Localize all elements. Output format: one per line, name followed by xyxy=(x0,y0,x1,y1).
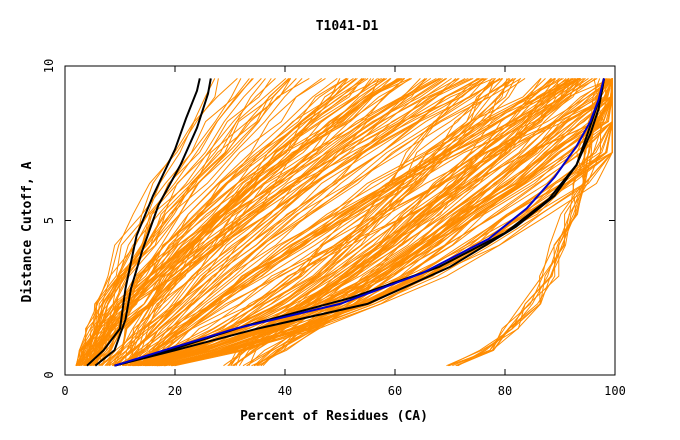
highlight-curve xyxy=(94,78,212,367)
model-curve xyxy=(228,78,570,367)
model-curve xyxy=(129,77,522,367)
model-curve xyxy=(253,78,613,367)
model-curve xyxy=(132,78,478,367)
model-curve xyxy=(116,78,457,367)
model-curve xyxy=(100,77,354,367)
model-curve xyxy=(123,78,426,367)
y-axis-label: Distance Cutoff, A xyxy=(20,161,35,302)
model-curve xyxy=(152,78,613,367)
model-curve xyxy=(256,78,613,367)
model-curve xyxy=(112,78,460,367)
model-curve xyxy=(104,78,380,367)
x-axis-label: Percent of Residues (CA) xyxy=(240,409,428,424)
plot-area xyxy=(75,77,613,367)
model-curve xyxy=(113,77,401,366)
model-curve xyxy=(260,78,613,367)
model-curve xyxy=(253,78,613,367)
y-tick-label: 0 xyxy=(42,371,56,378)
model-curve xyxy=(98,78,365,367)
model-curve xyxy=(232,78,608,367)
model-curve xyxy=(227,78,586,367)
chart-title: T1041-D1 xyxy=(316,19,379,34)
model-curve xyxy=(81,78,297,366)
model-curve xyxy=(76,77,347,367)
model-curve xyxy=(124,77,442,366)
model-curve xyxy=(77,78,292,366)
model-curve xyxy=(115,77,398,367)
model-curve xyxy=(455,78,611,367)
model-curve xyxy=(457,78,608,367)
model-curve xyxy=(112,77,440,367)
model-curve xyxy=(83,77,401,367)
highlight-curve xyxy=(114,78,605,367)
model-curve xyxy=(248,78,613,366)
model-curve xyxy=(105,78,405,367)
highlighted-curves xyxy=(86,78,605,367)
model-curve xyxy=(122,77,503,367)
model-curve xyxy=(85,78,276,366)
x-tick-label: 40 xyxy=(278,384,292,398)
model-curve xyxy=(134,77,526,367)
model-curve xyxy=(92,77,494,366)
axis-ticks: 0 20 40 60 80 100 0 5 10 xyxy=(42,59,626,398)
model-curve xyxy=(101,78,372,367)
model-curve xyxy=(233,77,593,367)
model-curve xyxy=(129,77,479,366)
model-curve xyxy=(131,77,574,367)
model-curve xyxy=(106,78,386,367)
y-tick-label: 10 xyxy=(42,59,56,73)
model-curve xyxy=(247,78,613,367)
model-curve xyxy=(79,78,254,366)
x-tick-label: 0 xyxy=(61,384,68,398)
model-curve xyxy=(144,78,613,367)
model-curve xyxy=(138,77,573,367)
model-curve xyxy=(80,78,266,366)
model-curve xyxy=(251,78,613,367)
x-tick-label: 80 xyxy=(498,384,512,398)
model-curve xyxy=(258,78,613,367)
model-curve xyxy=(91,78,338,366)
highlight-curve xyxy=(86,78,201,367)
model-curve xyxy=(81,77,385,367)
model-curve xyxy=(132,78,553,367)
model-curve xyxy=(117,78,392,367)
model-curve xyxy=(127,77,564,367)
model-curves xyxy=(75,77,613,367)
model-curve xyxy=(230,78,581,366)
model-curve xyxy=(137,78,546,367)
x-tick-label: 60 xyxy=(388,384,402,398)
model-curve xyxy=(89,77,326,366)
model-curve xyxy=(235,78,582,366)
model-curve xyxy=(144,77,593,366)
model-curve xyxy=(111,78,348,366)
model-curve xyxy=(446,78,606,367)
model-curve xyxy=(95,78,483,367)
x-tick-label: 100 xyxy=(604,384,626,398)
model-curve xyxy=(90,77,440,367)
y-tick-label: 5 xyxy=(42,217,56,224)
x-tick-label: 20 xyxy=(168,384,182,398)
model-curve xyxy=(125,78,486,367)
model-curve xyxy=(112,77,452,367)
